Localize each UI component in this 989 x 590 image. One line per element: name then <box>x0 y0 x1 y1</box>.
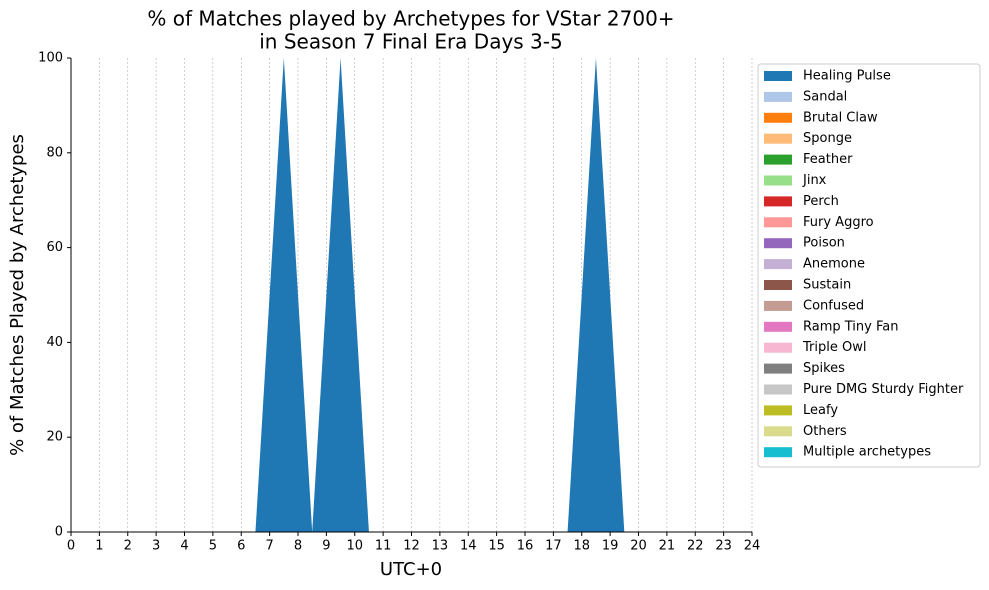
legend-label: Multiple archetypes <box>803 445 931 460</box>
x-tick-label: 6 <box>237 539 245 554</box>
legend-label: Confused <box>803 298 864 313</box>
legend-label: Triple Owl <box>802 340 866 355</box>
legend-swatch <box>764 91 792 102</box>
y-axis-label: % of Matches Played by Archetypes <box>7 134 28 456</box>
legend-swatch <box>764 405 792 416</box>
legend-label: Jinx <box>802 173 827 188</box>
legend-swatch <box>764 196 792 207</box>
legend-label: Brutal Claw <box>803 110 878 125</box>
x-tick-label: 11 <box>375 539 392 554</box>
x-axis-label: UTC+0 <box>380 559 442 580</box>
x-tick-label: 5 <box>209 539 217 554</box>
legend-label: Anemone <box>803 257 865 272</box>
legend-label: Feather <box>803 152 853 167</box>
x-tick-label: 16 <box>517 539 534 554</box>
legend-label: Poison <box>803 236 845 251</box>
x-tick-label: 15 <box>488 539 505 554</box>
x-tick-label: 12 <box>403 539 420 554</box>
x-tick-label: 8 <box>294 539 302 554</box>
x-tick-label: 22 <box>687 539 704 554</box>
legend-label: Spikes <box>803 361 845 376</box>
legend-label: Perch <box>803 194 839 209</box>
legend-swatch <box>764 426 792 437</box>
y-tick-label: 0 <box>55 525 63 540</box>
legend-swatch <box>764 71 792 81</box>
x-tick-label: 21 <box>659 539 676 554</box>
legend-swatch <box>764 342 792 353</box>
legend-label: Sustain <box>803 278 851 293</box>
legend-swatch <box>764 259 792 270</box>
area <box>85 58 738 532</box>
legend-swatch <box>764 384 792 395</box>
x-tick-label: 24 <box>744 539 761 554</box>
legend-swatch <box>764 363 792 374</box>
x-tick-label: 19 <box>602 539 619 554</box>
x-tick-label: 3 <box>152 539 160 554</box>
legend-label: Pure DMG Sturdy Fighter <box>803 382 964 397</box>
y-tick-label: 60 <box>46 240 63 255</box>
x-tick-label: 9 <box>322 539 330 554</box>
legend-swatch <box>764 300 792 311</box>
legend-box <box>757 63 981 468</box>
x-tick-label: 0 <box>67 539 75 554</box>
legend-swatch <box>764 175 792 186</box>
y-tick-label: 20 <box>46 430 63 445</box>
x-tick-label: 17 <box>545 539 562 554</box>
x-tick-label: 7 <box>265 539 273 554</box>
x-tick-label: 14 <box>460 539 477 554</box>
legend-label: Others <box>803 424 847 439</box>
legend-swatch <box>764 217 792 228</box>
legend-swatch <box>764 112 792 123</box>
x-tick-label: 2 <box>124 539 132 554</box>
x-tick-label: 4 <box>180 539 188 554</box>
legend-swatch <box>764 280 792 290</box>
legend-swatch <box>764 321 792 332</box>
y-tick-label: 40 <box>46 335 63 350</box>
legend-label: Fury Aggro <box>803 215 874 230</box>
legend-label: Sandal <box>803 89 847 104</box>
legend-label: Sponge <box>803 131 852 146</box>
chart-title: % of Matches played by Archetypes for VS… <box>147 7 674 31</box>
legend-swatch <box>764 154 792 165</box>
chart-title: in Season 7 Final Era Days 3-5 <box>259 30 562 54</box>
x-tick-label: 13 <box>432 539 449 554</box>
legend-label: Leafy <box>803 403 838 418</box>
legend-swatch <box>764 238 792 249</box>
legend-swatch <box>764 133 792 144</box>
x-tick-label: 18 <box>573 539 590 554</box>
legend-label: Healing Pulse <box>803 69 891 84</box>
y-tick-label: 100 <box>38 51 63 66</box>
x-tick-label: 20 <box>630 539 647 554</box>
x-tick-label: 1 <box>95 539 103 554</box>
legend-swatch <box>764 447 792 458</box>
x-tick-label: 23 <box>715 539 732 554</box>
x-tick-label: 10 <box>346 539 363 554</box>
legend-label: Ramp Tiny Fan <box>803 319 898 334</box>
y-tick-label: 80 <box>46 145 63 160</box>
